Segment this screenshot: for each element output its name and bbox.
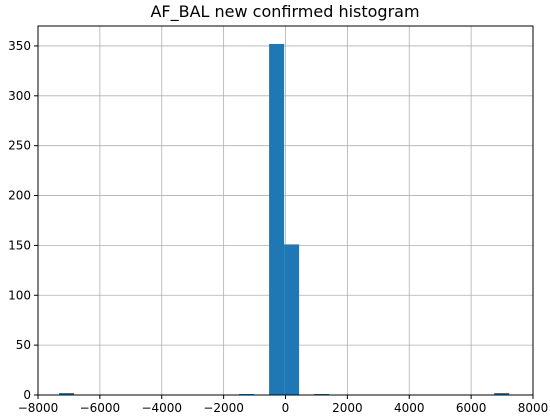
- histogram-bars: [59, 43, 510, 395]
- x-tick-label: 4000: [394, 401, 425, 415]
- x-tick-label: −4000: [141, 401, 182, 415]
- y-tick-label: 300: [8, 89, 31, 103]
- histogram-bar: [269, 43, 285, 395]
- y-tick-label: 150: [8, 238, 31, 252]
- x-tick-label: −2000: [203, 401, 244, 415]
- x-tick-label: 0: [282, 401, 290, 415]
- x-tick-label: 2000: [332, 401, 363, 415]
- axes: −8000 −6000 −4000 −2000 0 2000 4000 6000 8000 0 50…: [8, 25, 549, 415]
- y-tick-label: 250: [8, 139, 31, 153]
- x-tick-label: −6000: [80, 401, 121, 415]
- x-tick-label: −8000: [18, 401, 59, 415]
- chart-title: AF_BAL new confirmed histogram: [150, 2, 419, 22]
- y-tick-label: 50: [16, 338, 31, 352]
- y-tick-label: 100: [8, 288, 31, 302]
- y-tick-label: 200: [8, 189, 31, 203]
- y-tick-label: 0: [23, 388, 31, 402]
- x-tick-label: 6000: [456, 401, 487, 415]
- x-tick-label: 8000: [518, 401, 549, 415]
- histogram-bar: [284, 244, 300, 395]
- y-tick-label: 350: [8, 39, 31, 53]
- histogram-bar: [494, 393, 510, 395]
- histogram-bar: [59, 393, 75, 395]
